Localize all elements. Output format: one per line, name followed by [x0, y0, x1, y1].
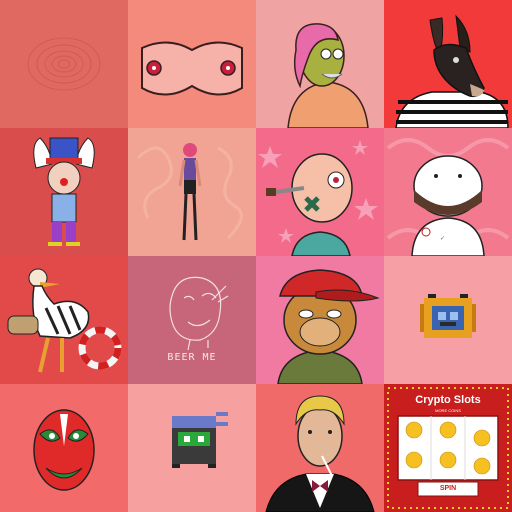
torso-art [141, 41, 243, 96]
nft-tile-torso[interactable] [128, 0, 256, 128]
nft-tile-ape[interactable] [256, 256, 384, 384]
nft-tile-standing-figure[interactable] [128, 128, 256, 256]
nft-tile-opera-mask[interactable] [0, 384, 128, 512]
pixel-bot [420, 294, 476, 338]
white-skull-figure: ✓ [386, 138, 510, 256]
nft-tile-zombie[interactable] [256, 128, 384, 256]
beer-me-sketch [169, 276, 229, 351]
crypto-slots-machine [387, 387, 509, 509]
nft-tile-skull[interactable]: ✓ [384, 128, 512, 256]
nft-tile-clown[interactable] [0, 128, 128, 256]
slots-title: Crypto Slots [415, 394, 481, 406]
nft-tile-donkey[interactable] [384, 0, 512, 128]
duck-zebra [7, 268, 122, 373]
zombie-head [258, 140, 378, 256]
nft-tile-pink-hair[interactable] [256, 0, 384, 128]
nft-tile-swirl[interactable] [0, 0, 128, 128]
nft-tile-pixel-bot[interactable] [384, 256, 512, 384]
nft-tile-smoking-man[interactable] [256, 384, 384, 512]
smoking-man [265, 395, 375, 512]
ape-cap [277, 269, 380, 384]
opera-mask [33, 409, 95, 491]
spin-button[interactable]: SPIN [439, 485, 457, 492]
swirl-art [27, 37, 101, 91]
donkey-striped-shirt [395, 14, 509, 128]
beer-me-caption: BEER ME [167, 352, 217, 363]
nft-tile-beer-me[interactable]: BEER ME [128, 256, 256, 384]
standing-figure [136, 143, 243, 241]
pixel-ninja [172, 412, 228, 468]
clown-character [33, 137, 95, 246]
pink-hair-portrait [287, 23, 369, 128]
slots-subtitle: MORE COINS [435, 408, 461, 413]
nft-tile-duck-zebra[interactable] [0, 256, 128, 384]
nft-tile-pixel-ninja[interactable] [128, 384, 256, 512]
svg-text:✓: ✓ [440, 235, 445, 242]
nft-tile-crypto-slots[interactable]: Crypto Slots MORE COINS SPIN [384, 384, 512, 512]
